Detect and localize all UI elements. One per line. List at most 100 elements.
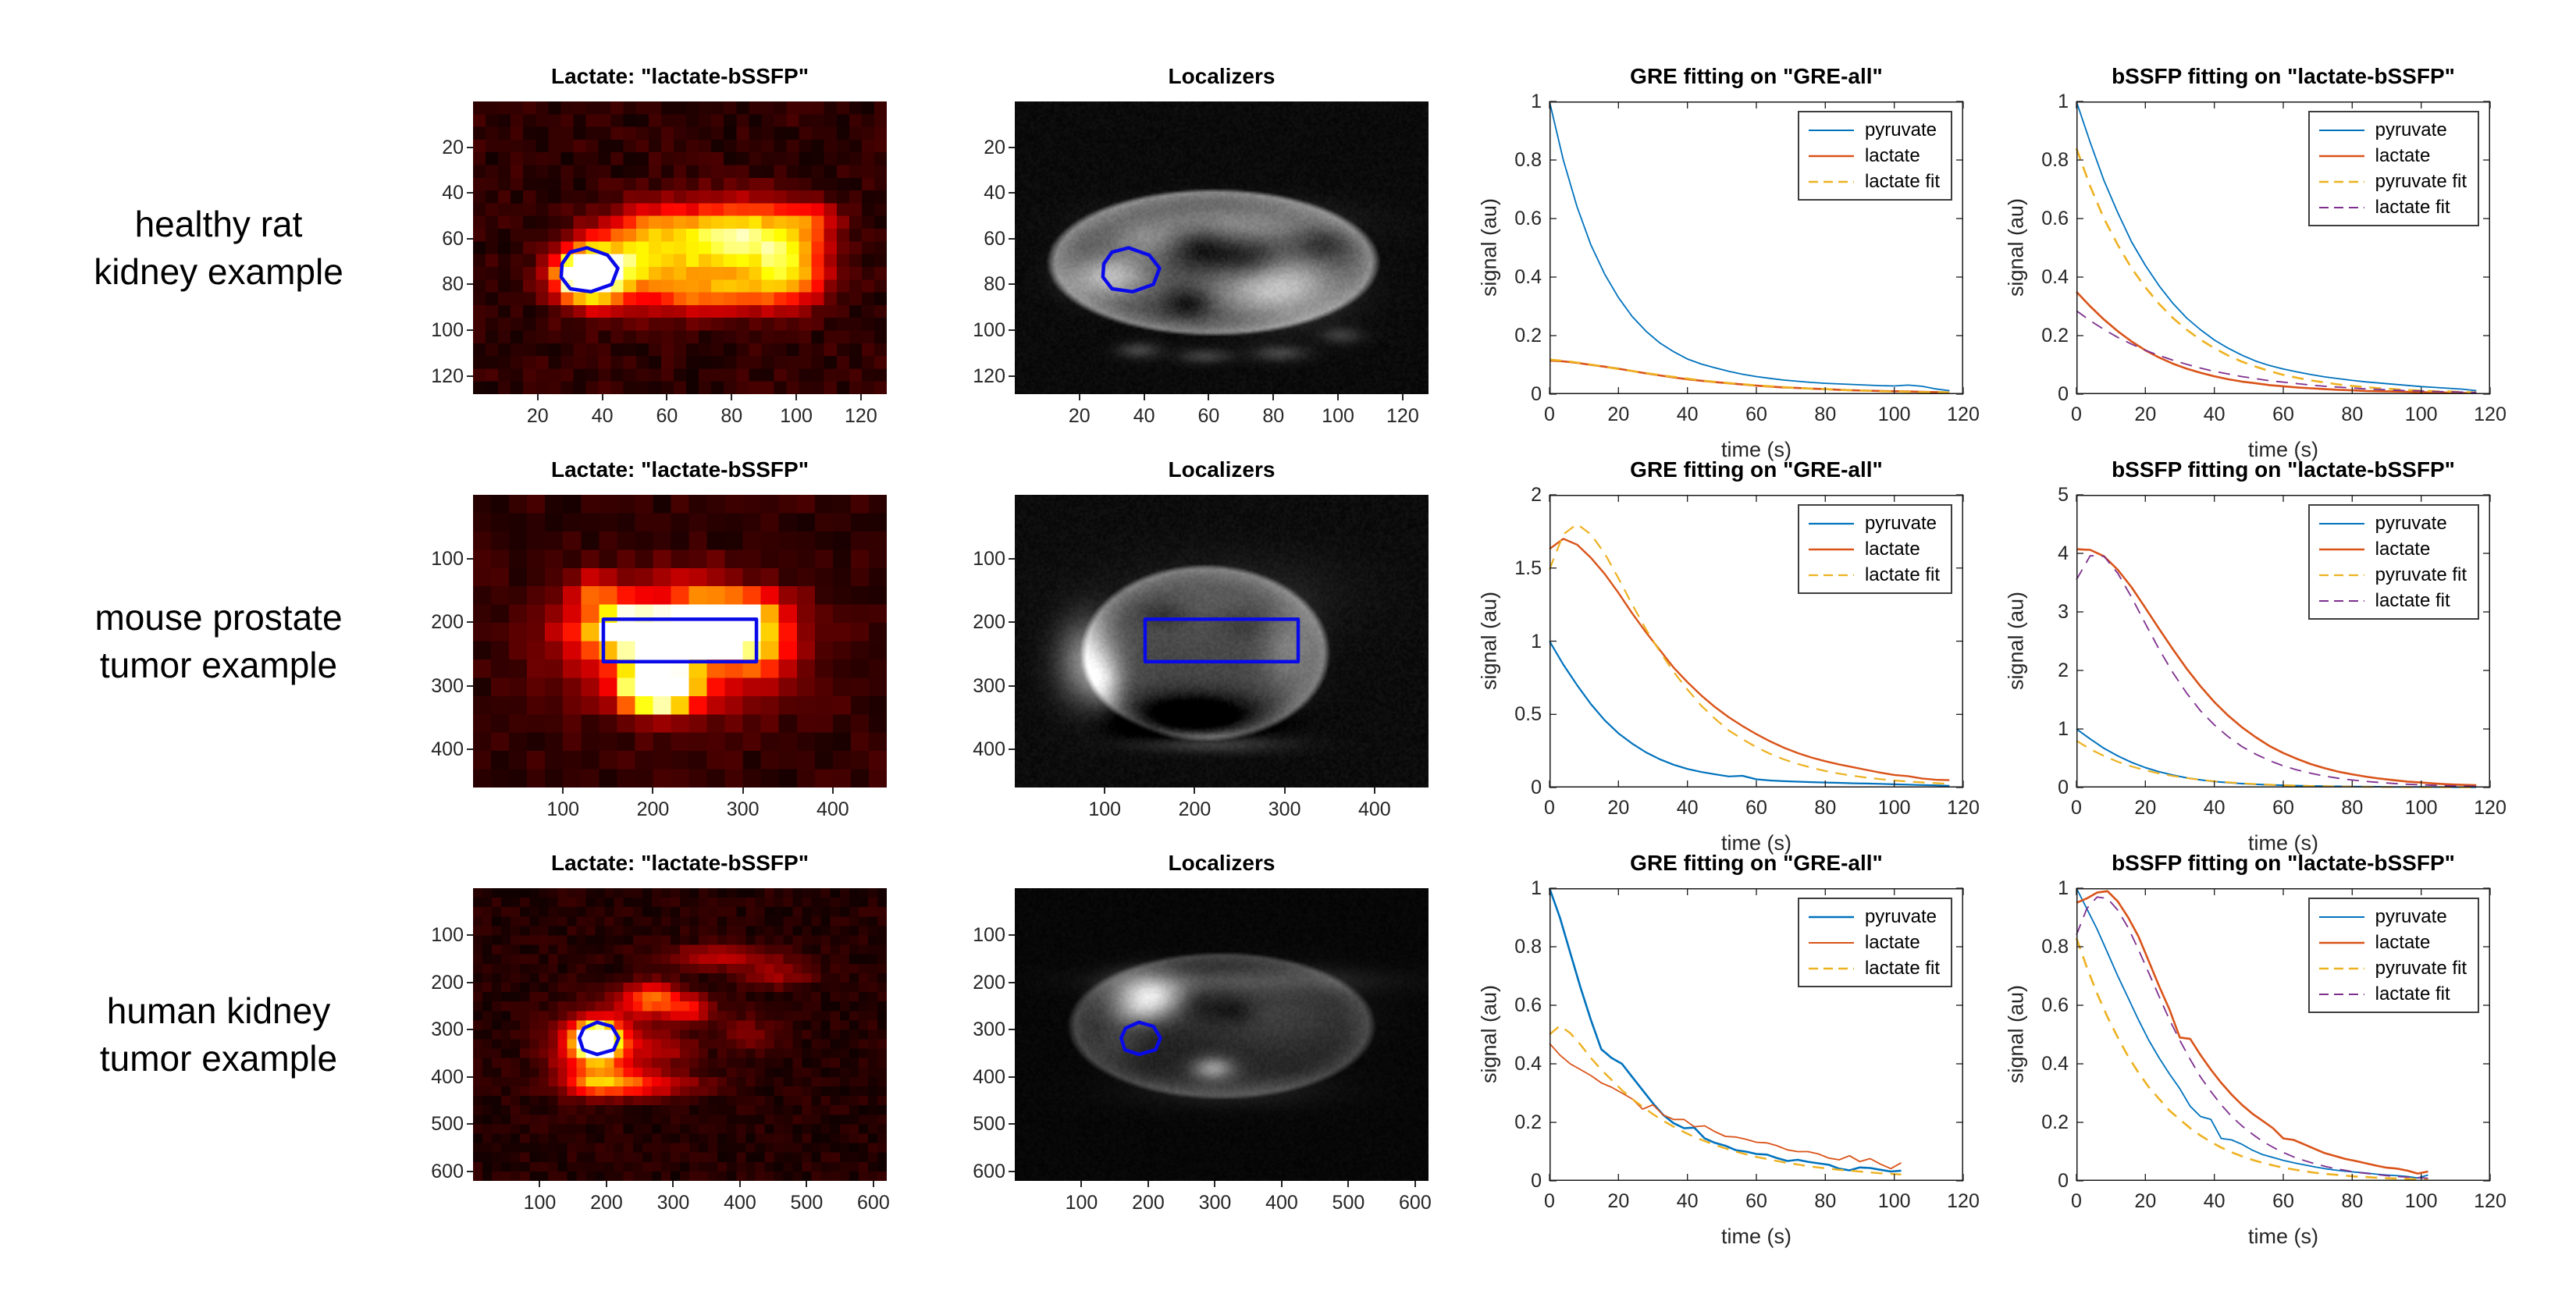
x-tick-label: 600 — [1399, 1192, 1432, 1214]
legend-line-sample-orange — [2318, 155, 2364, 157]
x-tick-label: 60 — [2272, 797, 2294, 819]
legend-line-sample-yellow — [2318, 574, 2364, 576]
series-lactate-fit — [2076, 555, 2477, 788]
y-tick-label: 0.6 — [2041, 208, 2069, 229]
y-tick-label: 0.4 — [1514, 266, 1542, 288]
series-lactate — [2076, 548, 2477, 787]
legend-item: lactate — [2310, 930, 2478, 955]
y-tick-mark — [1009, 192, 1015, 194]
x-tick-mark — [738, 1181, 741, 1187]
y-tick-mark — [1009, 329, 1015, 331]
legend-label: pyruvate fit — [2375, 170, 2467, 192]
y-tick-label: 1 — [2058, 91, 2069, 112]
panel-title: GRE fitting on "GRE-all" — [1630, 64, 1883, 88]
x-tick-mark — [1401, 394, 1404, 400]
y-tick-label: 400 — [431, 738, 464, 761]
y-tick-label: 100 — [431, 547, 464, 570]
y-tick-label: 1.5 — [1514, 556, 1542, 579]
y-tick-label: 600 — [973, 1160, 1005, 1182]
legend-label: lactate fit — [2375, 589, 2450, 611]
legend-label: pyruvate fit — [2375, 564, 2467, 585]
x-tick-label: 100 — [1088, 798, 1122, 820]
x-tick-mark — [1214, 1181, 1216, 1187]
panel-mouse-lactate-map: Lactate: "lactate-bSSFP" 100 200 300 400 100… — [431, 440, 887, 834]
x-tick-mark — [539, 1181, 541, 1187]
legend-line-sample-orange — [1808, 548, 1854, 550]
row-label-human-kidney-tumor: human kidney tumor example — [23, 987, 414, 1082]
y-tick-mark — [467, 621, 473, 624]
x-tick-label: 80 — [2341, 797, 2364, 819]
x-tick-label: 400 — [724, 1192, 756, 1214]
x-tick-label: 100 — [523, 1192, 557, 1214]
legend-line-sample-orange — [1808, 941, 1854, 944]
y-tick-mark — [1009, 283, 1015, 286]
legend-label: pyruvate — [2375, 905, 2447, 927]
x-tick-label: 500 — [790, 1192, 824, 1214]
y-tick-label: 0.4 — [2041, 1053, 2069, 1075]
x-tick-label: 400 — [817, 798, 849, 820]
x-tick-label: 40 — [1676, 1190, 1699, 1212]
y-tick-label: 100 — [431, 924, 464, 947]
x-tick-label: 20 — [1068, 405, 1091, 427]
y-tick-mark — [467, 1123, 473, 1125]
y-tick-label: 3 — [2058, 601, 2069, 623]
y-tick-mark — [1009, 557, 1015, 560]
y-tick-mark — [467, 329, 473, 331]
x-tick-mark — [806, 1181, 808, 1187]
x-tick-label: 100 — [546, 798, 580, 820]
series-lactate — [1549, 1043, 1902, 1170]
y-tick-mark — [1009, 981, 1015, 983]
panel-title: bSSFP fitting on "lactate-bSSFP" — [2112, 457, 2455, 482]
x-tick-label: 40 — [1133, 405, 1155, 427]
panel-human-lactate-map: Lactate: "lactate-bSSFP" 100 200 300 400 500… — [431, 834, 890, 1227]
series-lactate — [2076, 290, 2477, 394]
y-tick-label: 0.8 — [1514, 936, 1542, 958]
human-localizer-axes: 100 200 300 400 500 600 100 200 300 400 500 600 — [973, 888, 1432, 1214]
y-tick-mark — [467, 1076, 473, 1078]
y-tick-label: 1 — [2058, 877, 2069, 899]
y-tick-label: 4 — [2058, 542, 2069, 564]
series-pyruvate-fit — [2075, 937, 2428, 1181]
mouse-lactate-axes: 100 200 300 400 100 200 300 400 — [431, 495, 887, 820]
x-axis-label: time (s) — [1721, 1225, 1791, 1248]
panel-title: GRE fitting on "GRE-all" — [1630, 457, 1883, 482]
legend-line-sample-purple — [2318, 993, 2364, 995]
plot-area — [1549, 101, 1964, 395]
legend-item: pyruvate fit — [2310, 562, 2478, 588]
x-tick-mark — [872, 1181, 874, 1187]
y-tick-label: 0.4 — [1514, 1053, 1542, 1075]
x-axis-label: time (s) — [1721, 438, 1791, 461]
x-tick-mark — [652, 788, 654, 794]
legend-line-sample-yellow — [1808, 180, 1854, 183]
x-tick-label: 100 — [1877, 404, 1911, 425]
panel-title: bSSFP fitting on "lactate-bSSFP" — [2112, 851, 2455, 875]
x-tick-label: 0 — [2071, 797, 2082, 819]
rat-lactate-axes: 20 40 60 80 100 120 20 40 60 80 100 120 — [431, 101, 887, 427]
panel-mouse-bssfp-fit-plot: bSSFP fitting on "lactate-bSSFP" 0 20 40 60… — [2005, 440, 2507, 855]
localizer-mri-image — [1015, 888, 1429, 1181]
legend-line-sample-blue — [1808, 916, 1854, 918]
y-axis-label: signal (au) — [1477, 984, 1501, 1084]
x-tick-mark — [1194, 788, 1196, 794]
y-tick-label: 120 — [431, 364, 464, 387]
y-tick-label: 400 — [973, 738, 1005, 761]
legend-line-sample-blue — [1808, 522, 1854, 524]
y-tick-label: 40 — [984, 182, 1005, 204]
x-tick-label: 40 — [591, 405, 614, 427]
y-axis-label: signal (au) — [2004, 197, 2028, 297]
panel-mouse-gre-fit-plot: GRE fitting on "GRE-all" 0 20 40 60 80 100 120… — [1478, 440, 1980, 855]
x-tick-label: 60 — [2272, 1190, 2294, 1212]
row-label-healthy-rat-kidney: healthy rat kidney example — [23, 201, 414, 295]
x-tick-label: 600 — [857, 1192, 890, 1214]
x-axis-label: time (s) — [2248, 438, 2318, 461]
x-tick-mark — [1147, 1181, 1149, 1187]
human-lactate-axes: 100 200 300 400 500 600 100 200 300 400 500 600 — [431, 888, 890, 1214]
y-tick-mark — [467, 1029, 473, 1031]
x-tick-mark — [742, 788, 744, 794]
legend-item: lactate fit — [1799, 169, 1951, 194]
row-label-line: healthy rat — [134, 204, 303, 244]
x-tick-label: 40 — [1676, 404, 1699, 425]
row-label-line: kidney example — [94, 251, 343, 292]
x-tick-label: 300 — [656, 1192, 690, 1214]
